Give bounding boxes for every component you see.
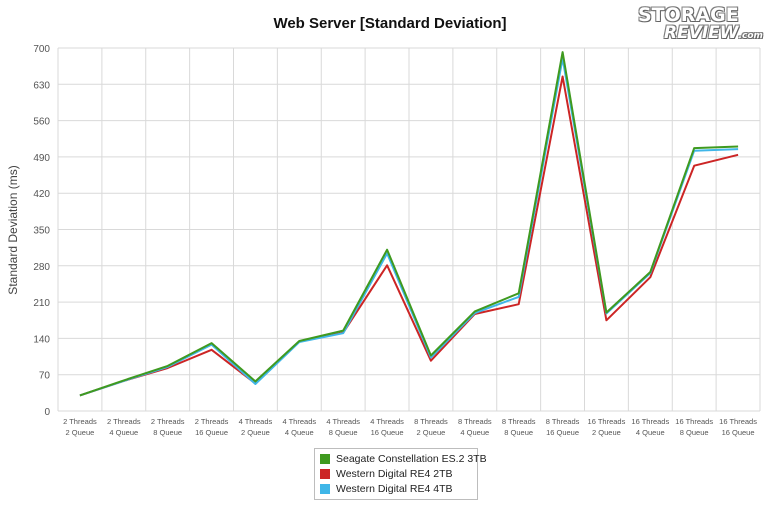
series-line-0	[79, 51, 739, 397]
legend-swatch-wd-re4-4tb	[320, 484, 330, 494]
storagereview-logo: STORAGE REVIEW.com	[636, 4, 774, 44]
x-tick-label: 4 Threads 4 Queue	[282, 417, 316, 437]
x-tick-label-line: 2 Queue	[417, 428, 446, 437]
legend-swatch-seagate	[320, 454, 330, 464]
chart-title: Web Server [Standard Deviation]	[273, 15, 506, 32]
x-tick-label-line: 16 Queue	[546, 428, 579, 437]
x-tick-label-line: 4 Threads	[370, 417, 404, 426]
x-tick-label: 2 Threads 8 Queue	[151, 417, 185, 437]
x-tick-label-line: 8 Threads	[414, 417, 448, 426]
y-tick-label: 0	[44, 407, 50, 418]
logo-line-2: REVIEW.com	[664, 23, 763, 43]
x-tick-label-line: 16 Threads	[588, 417, 626, 426]
x-tick-label-line: 8 Threads	[546, 417, 580, 426]
y-tick-label: 490	[33, 153, 50, 164]
x-tick-label: 8 Threads 4 Queue	[458, 417, 492, 437]
x-tick-label: 8 Threads 2 Queue	[414, 417, 448, 437]
x-tick-label: 4 Threads 8 Queue	[326, 417, 360, 437]
x-tick-label-line: 8 Threads	[502, 417, 536, 426]
logo-line-2-text: REVIEW	[664, 23, 739, 43]
x-tick-label: 4 Threads 16 Queue	[370, 417, 404, 437]
series-lines	[79, 51, 739, 397]
x-tick-label-line: 8 Queue	[153, 428, 182, 437]
legend-item-seagate: Seagate Constellation ES.2 3TB	[320, 452, 487, 466]
x-tick-label: 16 Threads 16 Queue	[719, 417, 757, 437]
x-tick-label: 4 Threads 2 Queue	[239, 417, 273, 437]
x-tick-label: 2 Threads 16 Queue	[195, 417, 229, 437]
y-tick-label: 210	[33, 298, 50, 309]
x-tick-label-line: 8 Queue	[329, 428, 358, 437]
y-tick-label: 140	[33, 334, 50, 345]
x-tick-label-line: 4 Queue	[460, 428, 489, 437]
x-tick-label-line: 16 Queue	[195, 428, 228, 437]
logo-suffix: .com	[738, 31, 763, 41]
x-tick-label-line: 2 Queue	[66, 428, 95, 437]
x-tick-label: 2 Threads 4 Queue	[107, 417, 141, 437]
legend-label-wd-re4-4tb: Western Digital RE4 4TB	[336, 483, 453, 495]
y-tick-label: 700	[33, 44, 50, 55]
x-tick-label: 16 Threads 2 Queue	[588, 417, 626, 437]
legend-swatch-wd-re4-2tb	[320, 469, 330, 479]
x-tick-label-line: 16 Threads	[675, 417, 713, 426]
x-tick-label-line: 16 Queue	[722, 428, 755, 437]
x-tick-label-line: 2 Threads	[63, 417, 97, 426]
legend-label-wd-re4-2tb: Western Digital RE4 2TB	[336, 468, 453, 480]
x-tick-label-line: 16 Queue	[371, 428, 404, 437]
legend-label-seagate: Seagate Constellation ES.2 3TB	[336, 453, 487, 465]
x-tick-label: 2 Threads 2 Queue	[63, 417, 97, 437]
y-tick-label: 350	[33, 226, 50, 237]
x-tick-label-line: 4 Threads	[239, 417, 273, 426]
y-axis-label: Standard Deviation (ms)	[6, 165, 20, 294]
x-tick-label: 16 Threads 4 Queue	[631, 417, 669, 437]
series-line-1	[79, 75, 739, 397]
legend: Seagate Constellation ES.2 3TB Western D…	[314, 448, 487, 500]
x-tick-label: 16 Threads 8 Queue	[675, 417, 713, 437]
x-tick-label-line: 4 Queue	[636, 428, 665, 437]
x-tick-label-line: 16 Threads	[631, 417, 669, 426]
y-tick-label: 630	[33, 80, 50, 91]
x-tick-label-line: 8 Queue	[680, 428, 709, 437]
x-tick-label-line: 2 Queue	[241, 428, 270, 437]
x-tick-label-line: 2 Threads	[151, 417, 185, 426]
x-tick-label: 8 Threads 16 Queue	[546, 417, 580, 437]
y-tick-label: 70	[39, 371, 51, 382]
y-tick-label: 280	[33, 262, 50, 273]
grid	[57, 47, 761, 412]
y-tick-label: 420	[33, 189, 50, 200]
y-axis-ticks: 0 70 140 210 280 350 420 490 560 630 700	[33, 44, 50, 418]
x-tick-label-line: 4 Queue	[109, 428, 138, 437]
x-tick-label-line: 16 Threads	[719, 417, 757, 426]
x-tick-label-line: 2 Threads	[195, 417, 229, 426]
x-tick-label-line: 2 Queue	[592, 428, 621, 437]
x-tick-label-line: 8 Threads	[458, 417, 492, 426]
x-tick-label-line: 4 Queue	[285, 428, 314, 437]
logo-line-1: STORAGE	[638, 4, 739, 26]
x-tick-label-line: 4 Threads	[282, 417, 316, 426]
legend-item-wd-re4-2tb: Western Digital RE4 2TB	[320, 467, 453, 481]
x-tick-label-line: 4 Threads	[326, 417, 360, 426]
x-tick-label-line: 2 Threads	[107, 417, 141, 426]
x-tick-label: 8 Threads 8 Queue	[502, 417, 536, 437]
y-tick-label: 560	[33, 117, 50, 128]
legend-item-wd-re4-4tb: Western Digital RE4 4TB	[320, 482, 453, 496]
x-tick-label-line: 8 Queue	[504, 428, 533, 437]
